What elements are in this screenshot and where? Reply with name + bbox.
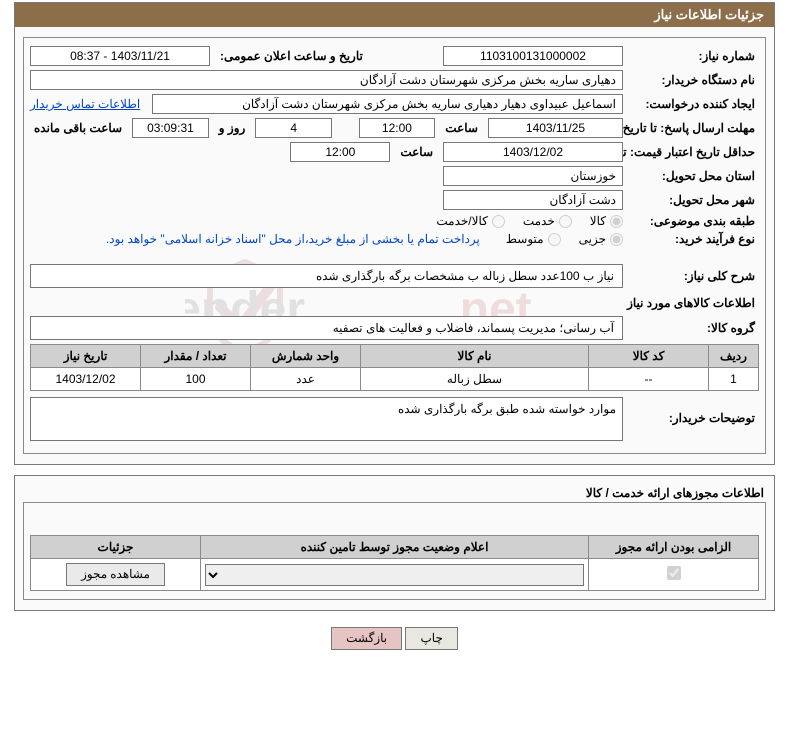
creator-value: اسماعیل عبیداوی دهیار دهیاری ساریه بخش م… bbox=[152, 94, 623, 114]
th-status: اعلام وضعیت مجوز توسط تامین کننده bbox=[201, 536, 589, 559]
group-value: آب رسانی؛ مدیریت پسماند، فاضلاب و فعالیت… bbox=[30, 316, 623, 340]
print-button[interactable]: چاپ bbox=[405, 627, 457, 650]
th-date: تاریخ نیاز bbox=[31, 345, 141, 368]
category-label: طبقه بندی موضوعی: bbox=[629, 214, 759, 228]
radio-cat-3[interactable]: کالا/خدمت bbox=[436, 214, 504, 228]
radio-proc-1[interactable]: جزیی bbox=[579, 232, 623, 246]
td-status bbox=[201, 559, 589, 591]
contact-link[interactable]: اطلاعات تماس خریدار bbox=[30, 97, 140, 111]
remain-label: ساعت باقی مانده bbox=[30, 121, 126, 135]
time-label-2: ساعت bbox=[396, 145, 437, 159]
pub-date-value: 1403/11/21 - 08:37 bbox=[30, 46, 210, 66]
license-panel: اطلاعات مجوزهای ارائه خدمت / کالا الزامی… bbox=[14, 475, 775, 611]
license-row: مشاهده مجوز bbox=[31, 559, 759, 591]
license-table: الزامی بودن ارائه مجوز اعلام وضعیت مجوز … bbox=[30, 535, 759, 591]
details-panel: جزئیات اطلاعات نیاز AriaTender .net شمار… bbox=[14, 2, 775, 465]
deadline-label: مهلت ارسال پاسخ: تا تاریخ: bbox=[629, 121, 759, 135]
remain-days: 4 bbox=[255, 118, 332, 138]
table-row: 1 -- سطل زباله عدد 100 1403/12/02 bbox=[31, 368, 759, 391]
license-header-row: الزامی بودن ارائه مجوز اعلام وضعیت مجوز … bbox=[31, 536, 759, 559]
radio-proc-2[interactable]: متوسط bbox=[506, 232, 561, 246]
th-name: نام کالا bbox=[361, 345, 589, 368]
buyer-value: دهیاری ساریه بخش مرکزی شهرستان دشت آزادگ… bbox=[30, 70, 623, 90]
view-license-button[interactable]: مشاهده مجوز bbox=[66, 563, 165, 586]
buyer-notes-value: موارد خواسته شده طبق برگه بارگذاری شده bbox=[30, 397, 623, 441]
td-name: سطل زباله bbox=[361, 368, 589, 391]
process-label: نوع فرآیند خرید: bbox=[629, 232, 759, 246]
pub-date-label: تاریخ و ساعت اعلان عمومی: bbox=[216, 49, 367, 63]
td-date: 1403/12/02 bbox=[31, 368, 141, 391]
validity-label: حداقل تاریخ اعتبار قیمت: تا تاریخ: bbox=[629, 145, 759, 159]
table-header-row: ردیف کد کالا نام کالا واحد شمارش تعداد /… bbox=[31, 345, 759, 368]
need-no-label: شماره نیاز: bbox=[629, 49, 759, 63]
group-label: گروه کالا: bbox=[629, 321, 759, 335]
desc-label: شرح کلی نیاز: bbox=[629, 269, 759, 283]
td-row: 1 bbox=[709, 368, 759, 391]
td-details: مشاهده مجوز bbox=[31, 559, 201, 591]
th-row: ردیف bbox=[709, 345, 759, 368]
deadline-time: 12:00 bbox=[359, 118, 436, 138]
province-value: خوزستان bbox=[443, 166, 623, 186]
th-mandatory: الزامی بودن ارائه مجوز bbox=[589, 536, 759, 559]
payment-note: پرداخت تمام یا بخشی از مبلغ خرید،از محل … bbox=[106, 232, 480, 246]
buyer-label: نام دستگاه خریدار: bbox=[629, 73, 759, 87]
buyer-notes-label: توضیحات خریدار: bbox=[629, 397, 759, 425]
td-qty: 100 bbox=[141, 368, 251, 391]
need-no-value: 1103100131000002 bbox=[443, 46, 623, 66]
time-label-1: ساعت bbox=[441, 121, 482, 135]
td-code: -- bbox=[589, 368, 709, 391]
desc-value: نیاز ب 100عدد سطل زباله ب مشخصات برگه با… bbox=[30, 264, 623, 288]
goods-info-title: اطلاعات کالاهای مورد نیاز bbox=[34, 296, 755, 310]
td-unit: عدد bbox=[251, 368, 361, 391]
th-details: جزئیات bbox=[31, 536, 201, 559]
validity-time: 12:00 bbox=[290, 142, 390, 162]
category-radio-group: کالا خدمت کالا/خدمت bbox=[436, 214, 623, 228]
th-code: کد کالا bbox=[589, 345, 709, 368]
panel-title: جزئیات اطلاعات نیاز bbox=[15, 3, 774, 27]
th-qty: تعداد / مقدار bbox=[141, 345, 251, 368]
province-label: استان محل تحویل: bbox=[629, 169, 759, 183]
action-buttons: چاپ بازگشت bbox=[0, 621, 789, 660]
mandatory-checkbox bbox=[667, 566, 681, 580]
license-title: اطلاعات مجوزهای ارائه خدمت / کالا bbox=[25, 486, 764, 500]
th-unit: واحد شمارش bbox=[251, 345, 361, 368]
city-label: شهر محل تحویل: bbox=[629, 193, 759, 207]
status-select[interactable] bbox=[205, 564, 584, 586]
validity-date: 1403/12/02 bbox=[443, 142, 623, 162]
back-button[interactable]: بازگشت bbox=[331, 627, 402, 650]
process-radio-group: جزیی متوسط bbox=[506, 232, 623, 246]
city-value: دشت آزادگان bbox=[443, 190, 623, 210]
days-and-label: روز و bbox=[215, 121, 250, 135]
td-mandatory bbox=[589, 559, 759, 591]
radio-cat-2[interactable]: خدمت bbox=[523, 214, 572, 228]
remain-time: 03:09:31 bbox=[132, 118, 209, 138]
creator-label: ایجاد کننده درخواست: bbox=[629, 97, 759, 111]
deadline-date: 1403/11/25 bbox=[488, 118, 623, 138]
goods-table: ردیف کد کالا نام کالا واحد شمارش تعداد /… bbox=[30, 344, 759, 391]
radio-cat-1[interactable]: کالا bbox=[590, 214, 623, 228]
